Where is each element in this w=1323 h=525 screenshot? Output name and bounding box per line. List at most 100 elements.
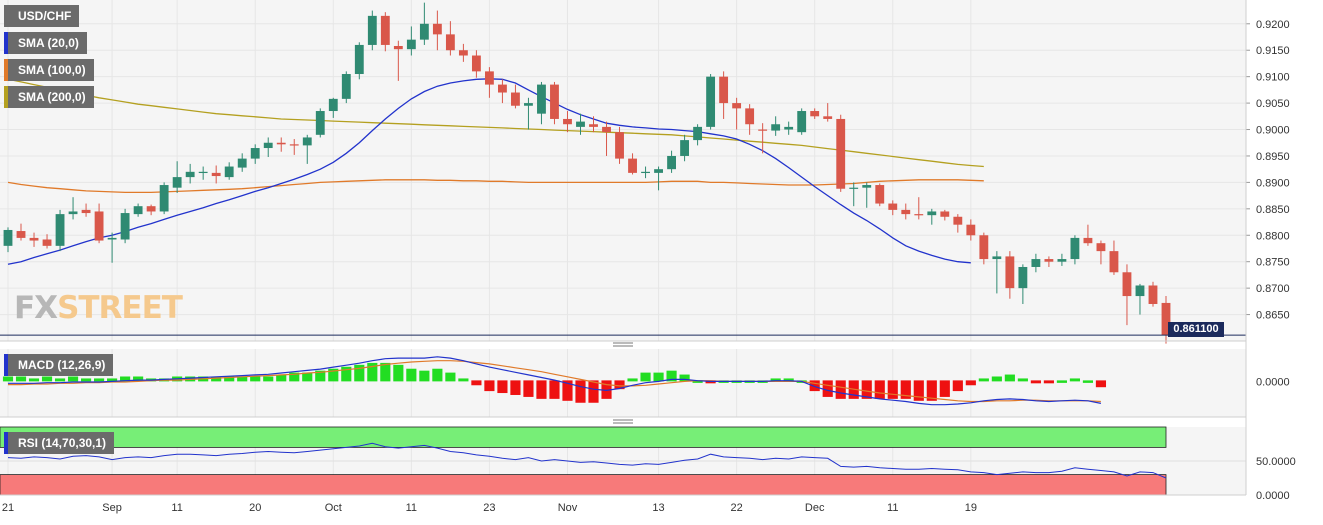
candle-body xyxy=(367,15,377,45)
candle-body xyxy=(328,98,338,112)
y-tick-label: 0.9000 xyxy=(1256,125,1290,137)
macd-histogram-bar xyxy=(1056,380,1067,383)
macd-histogram-bar xyxy=(809,380,820,392)
candle xyxy=(1122,264,1132,326)
macd-histogram-bar xyxy=(419,370,430,382)
candle xyxy=(172,161,182,193)
candle xyxy=(1109,240,1119,275)
macd-histogram-bar xyxy=(939,380,950,397)
candle xyxy=(315,108,325,138)
candle xyxy=(328,97,338,118)
macd-histogram-bar xyxy=(315,370,326,382)
candle-body xyxy=(1135,285,1145,297)
rsi-resize-handle[interactable] xyxy=(613,419,633,424)
macd-label[interactable]: MACD (12,26,9) xyxy=(4,354,114,376)
candle-body xyxy=(563,118,572,125)
rsi-oversold-zone xyxy=(0,474,1167,496)
candle xyxy=(354,42,364,80)
candle-body xyxy=(185,171,195,178)
candle-body xyxy=(602,126,611,133)
macd-signal-line xyxy=(8,360,1101,403)
rsi-line xyxy=(7,442,1167,479)
candle xyxy=(745,104,755,135)
candle xyxy=(758,123,768,154)
candle-body xyxy=(484,71,494,85)
candle xyxy=(498,79,507,104)
candle xyxy=(107,232,117,263)
candle-body xyxy=(172,177,182,188)
candle-body xyxy=(224,166,234,178)
macd-histogram-bar xyxy=(1095,380,1107,388)
candle xyxy=(1018,264,1028,304)
macd-histogram-bar xyxy=(341,366,352,382)
macd-resize-handle[interactable] xyxy=(613,342,633,347)
candle-body xyxy=(458,50,468,56)
macd-histogram-bar xyxy=(276,374,287,382)
sma200-label[interactable]: SMA (200,0) xyxy=(4,86,94,108)
x-tick-label: 11 xyxy=(887,502,898,514)
candle xyxy=(211,165,221,184)
candle-body xyxy=(797,111,807,133)
candle-body xyxy=(524,103,533,106)
candle-body xyxy=(211,172,221,177)
macd-histogram-bar xyxy=(224,376,235,382)
candle-body xyxy=(953,216,963,225)
candle-body xyxy=(198,171,208,174)
macd-histogram-bar xyxy=(94,378,105,382)
symbol-label[interactable]: USD/CHF xyxy=(4,5,80,27)
candle-body xyxy=(550,84,559,119)
candle-body xyxy=(29,237,39,241)
y-tick-label: 0.9200 xyxy=(1256,19,1290,31)
candle-body xyxy=(16,231,26,238)
candle-body xyxy=(432,23,442,35)
candle xyxy=(602,121,611,156)
candle-body xyxy=(849,187,859,189)
candle xyxy=(380,12,390,52)
logo-street: STREET xyxy=(57,290,183,326)
candle xyxy=(901,203,911,220)
sma20-label[interactable]: SMA (20,0) xyxy=(4,32,87,54)
candle-body xyxy=(1057,259,1067,262)
candle xyxy=(393,40,403,81)
candle-body xyxy=(680,140,690,156)
candle-body xyxy=(406,39,416,50)
x-tick-label: Dec xyxy=(805,502,825,514)
candle xyxy=(992,251,1002,294)
macd-histogram-bar xyxy=(822,380,833,397)
macd-histogram-bar xyxy=(549,380,560,399)
x-tick-label: 22 xyxy=(731,502,743,514)
macd-histogram-bar xyxy=(900,380,911,399)
macd-histogram-bar xyxy=(575,380,586,403)
candle-body xyxy=(511,92,520,106)
candle xyxy=(966,219,976,241)
candle-body xyxy=(628,158,637,173)
candle-body xyxy=(615,132,624,159)
candle-body xyxy=(1005,256,1015,289)
candle-body xyxy=(68,211,78,215)
candle-body xyxy=(927,211,937,216)
candle-body xyxy=(380,15,390,45)
candle xyxy=(667,150,676,173)
candle xyxy=(302,134,312,164)
candle-body xyxy=(667,155,676,170)
macd-histogram-bar xyxy=(874,380,885,399)
macd-histogram-bar xyxy=(523,380,534,397)
candle xyxy=(484,67,494,98)
candle-body xyxy=(914,214,924,216)
sma100-label[interactable]: SMA (100,0) xyxy=(4,59,94,81)
rsi-label[interactable]: RSI (14,70,30,1) xyxy=(4,432,115,454)
candle xyxy=(680,134,690,162)
candle xyxy=(185,163,195,184)
macd-histogram-bar xyxy=(978,378,989,382)
candle-body xyxy=(81,209,91,214)
candle xyxy=(237,153,247,172)
candle-body xyxy=(992,256,1002,260)
candle xyxy=(706,74,716,130)
candle xyxy=(615,126,624,164)
macd-histogram-bar xyxy=(952,380,963,392)
macd-histogram-bar xyxy=(80,378,92,382)
x-tick-label: 13 xyxy=(652,502,664,514)
candle xyxy=(888,200,898,216)
candle xyxy=(276,137,286,152)
macd-histogram-bar xyxy=(54,378,66,382)
